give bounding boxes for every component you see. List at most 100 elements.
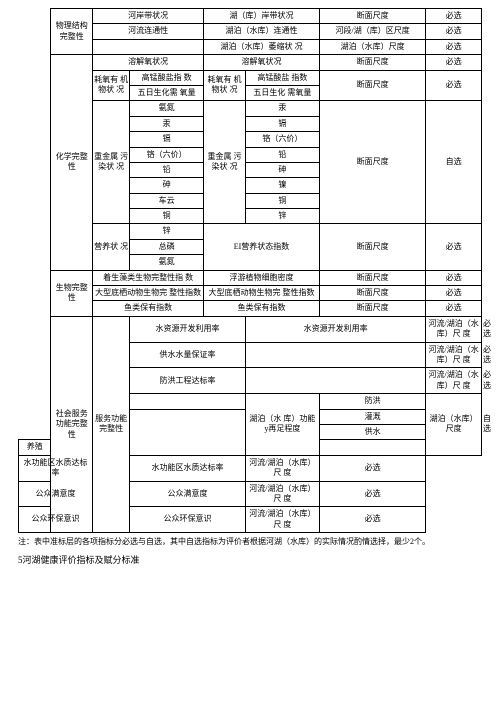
cell: 断面尺度 (319, 301, 425, 316)
cell: 断面尺度 (319, 9, 425, 24)
cell: 高锰酸盐 指数 (245, 70, 319, 85)
cell: 镉 (130, 132, 204, 147)
cell: 鱼类保有指数 (93, 301, 204, 316)
cell: 水功能区水质达标率 (130, 455, 246, 481)
cell: 河流/湖泊（水库）尺 度 (426, 368, 482, 394)
nut-sub: 营养状 况 (93, 224, 130, 270)
cell: 河岸带状况 (93, 9, 204, 24)
cell: 车云 (130, 193, 204, 208)
section-caption: 5河湖健康评价指标及赋分标准 (18, 553, 482, 566)
cell (130, 394, 246, 409)
cell: 公众满意度 (19, 481, 93, 507)
cell: 必选 (426, 24, 482, 39)
oxy-sub2: 耗氧有 机 物状 况 (204, 70, 246, 101)
cell: 砷 (245, 162, 319, 177)
cell: 锌 (245, 209, 319, 224)
cell: EI营养状态指数 (204, 224, 320, 270)
cell: 必选 (426, 286, 482, 301)
cell: 溶解氧状况 (93, 55, 204, 70)
cell: 铬（六价） (130, 147, 204, 162)
cell: 必选 (319, 481, 425, 507)
cell: 断面尺度 (319, 224, 425, 270)
indicator-table: 物理结构 完整性 河岸带状况 湖（库）岸带状况 断面尺度 必选 河流连通性 湖泊… (18, 8, 482, 533)
cell: 断面尺度 (319, 270, 425, 285)
cell: 水功能区水质达标率 (19, 455, 93, 481)
cell: 防洪 (319, 394, 425, 409)
cell: 氨氮 (130, 255, 204, 270)
cell: 供水水量保证率 (130, 342, 246, 368)
cell: 必选 (426, 39, 482, 54)
cell: 汞 (130, 116, 204, 131)
cell: 湖泊（水库）萎缩状 况 (204, 39, 320, 54)
cell: 公众满意度 (130, 481, 246, 507)
oxy-sub: 耗氧有 机物状 况 (93, 70, 130, 101)
cell: 铅 (130, 162, 204, 177)
cell: 锌 (130, 224, 204, 239)
cell: 大型底栖动物生物完 整性指数 (204, 286, 320, 301)
cell: 断面尺度 (319, 70, 425, 101)
cell: 必选 (426, 224, 482, 270)
metal-sub: 重金属 污染状 况 (93, 101, 130, 224)
cell: 铬（六价） (245, 132, 319, 147)
cell: 灌溉 (319, 409, 425, 424)
chem-group: 化学完整 性 (51, 55, 93, 270)
cell: 五日生化 需氧量 (245, 85, 319, 100)
cell: 断面尺度 (319, 55, 425, 70)
cell: 必选 (426, 301, 482, 316)
cell (245, 368, 426, 394)
cell: 必选 (426, 270, 482, 285)
cell: 镍 (245, 178, 319, 193)
cell: 河流/湖泊（水库）尺 度 (245, 481, 319, 507)
cell: 必选 (426, 70, 482, 101)
cell: 水资源开发利用率 (130, 316, 246, 342)
cell: 鱼类保有指数 (204, 301, 320, 316)
cell: 氨氮 (130, 101, 204, 116)
cell: 防洪工程达标率 (130, 368, 246, 394)
cell: 必选 (426, 9, 482, 24)
cell: 大型底栖动物生物完 整性指数 (93, 286, 204, 301)
cell: 河流/湖泊（水库）尺 度 (426, 316, 482, 342)
cell: 湖泊（水 库）功能 y再足程度 (245, 394, 319, 456)
cell: 河流/湖泊（水库）尺 度 (245, 455, 319, 481)
cell: 湖泊（水库）连通性 (204, 24, 320, 39)
cell: 公众环保意识 (130, 507, 246, 533)
cell: 河流连通性 (93, 24, 204, 39)
cell: 自选 (426, 101, 482, 224)
cell: 铜 (130, 209, 204, 224)
cell: 必选 (319, 455, 425, 481)
cell: 河流/湖泊（水库）尺 度 (245, 507, 319, 533)
cell: 公众环保意识 (19, 507, 93, 533)
cell: 必选 (319, 507, 425, 533)
cell: 湖泊（水库）尺度 (426, 394, 482, 456)
cell: 镉 (245, 116, 319, 131)
cell: 水资源开发利用率 (245, 316, 426, 342)
cell: 河流/湖泊（水库）尺 度 (426, 342, 482, 368)
cell: 溶解氧状况 (204, 55, 320, 70)
cell (93, 39, 204, 54)
cell: 着生藻类生物完整性指 数 (93, 270, 204, 285)
cell: 供水 (319, 424, 425, 439)
cell (130, 409, 246, 455)
cell: 五日生化需 氧量 (130, 85, 204, 100)
cell: 汞 (245, 101, 319, 116)
cell: 河段/湖（库）区尺度 (319, 24, 425, 39)
cell: 断面尺度 (319, 101, 425, 224)
bio-group: 生物完整 性 (51, 270, 93, 316)
cell: 必选 (426, 55, 482, 70)
phys-group: 物理结构 完整性 (51, 9, 93, 55)
soc-group2: 服务功能 完整性 (93, 316, 130, 532)
cell: 断面尺度 (319, 286, 425, 301)
table-note: 注：表中准标层的各项指标分必选与自选，其中自选指标为评价者根据河湖（水库）的实际… (18, 536, 482, 547)
blank-left (19, 9, 51, 440)
cell: 养殖 (19, 440, 51, 455)
cell: 湖泊（水库）尺度 (319, 39, 425, 54)
cell: 高锰酸盐指 数 (130, 70, 204, 85)
cell: 浮游植物细胞密度 (204, 270, 320, 285)
cell: 总磷 (130, 239, 204, 254)
cell: 铜 (245, 193, 319, 208)
cell: 铅 (245, 147, 319, 162)
cell: 湖（库）岸带状况 (204, 9, 320, 24)
cell (245, 342, 426, 368)
metal-sub2: 重金属 污染状 况 (204, 101, 246, 224)
cell: 砷 (130, 178, 204, 193)
